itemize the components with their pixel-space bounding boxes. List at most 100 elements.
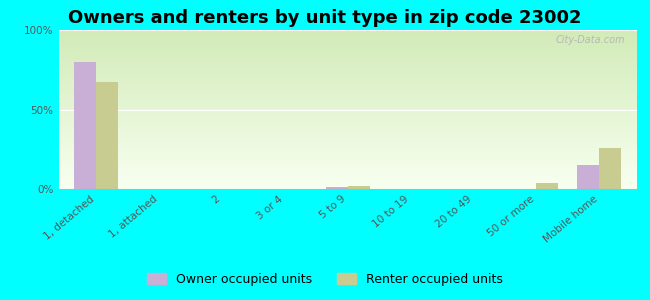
Bar [58,154,637,155]
Bar [58,32,637,33]
Bar [58,108,637,109]
Bar [58,101,637,102]
Bar [58,40,637,41]
Bar [58,93,637,94]
Bar [58,133,637,134]
Bar [58,91,637,92]
Bar [58,138,637,139]
Bar [58,79,637,80]
Bar [58,62,637,63]
Bar [58,102,637,103]
Bar [58,116,637,117]
Bar [58,180,637,181]
Bar [58,162,637,163]
Bar [58,114,637,115]
Bar [58,61,637,62]
Bar [58,77,637,78]
Bar [58,106,637,107]
Bar [58,107,637,108]
Bar [536,183,558,189]
Bar [58,150,637,151]
Bar [58,60,637,61]
Bar [58,50,637,52]
Bar [58,96,637,97]
Bar [58,103,637,104]
Bar [58,148,637,149]
Bar [58,55,637,56]
Bar [58,56,637,57]
Bar [58,46,637,47]
Bar [58,97,637,98]
Bar [58,158,637,159]
Bar [58,159,637,160]
Bar [58,100,637,101]
Bar [58,187,637,188]
Bar [58,36,637,37]
Bar [58,45,637,46]
Bar [58,134,637,135]
Bar [58,73,637,74]
Bar [58,121,637,122]
Bar [58,181,637,182]
Bar [58,85,637,86]
Bar [58,53,637,54]
Bar [58,93,637,94]
Bar [58,171,637,172]
Bar [58,64,637,65]
Bar [58,135,637,136]
Text: Owners and renters by unit type in zip code 23002: Owners and renters by unit type in zip c… [68,9,582,27]
Bar [58,140,637,141]
Bar [58,52,637,53]
Bar [58,147,637,148]
Bar [58,128,637,129]
Bar [58,50,637,51]
Legend: Owner occupied units, Renter occupied units: Owner occupied units, Renter occupied un… [142,268,508,291]
Bar [58,42,637,43]
Bar [58,83,637,84]
Bar [58,71,637,72]
Bar [58,39,637,40]
Bar [58,47,637,48]
Bar [58,78,637,79]
Bar [58,74,637,75]
Bar [58,132,637,133]
Bar [58,88,637,89]
Bar [326,188,348,189]
Bar [58,124,637,125]
Bar [58,57,637,58]
Bar [58,109,637,110]
Bar [58,188,637,189]
Bar [58,149,637,150]
Bar [58,141,637,142]
Bar [58,127,637,128]
Bar [58,152,637,153]
Bar [58,81,637,82]
Bar [58,123,637,124]
Bar [58,167,637,168]
Bar [58,90,637,91]
Bar [58,98,637,99]
Bar [58,130,637,131]
Bar [58,69,637,70]
Bar [58,175,637,176]
Bar [58,70,637,71]
Bar [58,72,637,73]
Bar [58,86,637,87]
Bar [58,131,637,132]
Bar [58,95,637,96]
Bar [58,44,637,45]
Bar [58,186,637,187]
Bar [58,110,637,111]
Bar [58,128,637,129]
Bar [58,100,637,101]
Bar [58,46,637,47]
Bar [58,89,637,90]
Bar [58,117,637,118]
Bar [58,99,637,100]
Bar [58,82,637,83]
Bar [58,155,637,156]
Bar [58,177,637,178]
Bar [58,92,637,93]
Bar [58,34,637,36]
Bar [58,173,637,174]
